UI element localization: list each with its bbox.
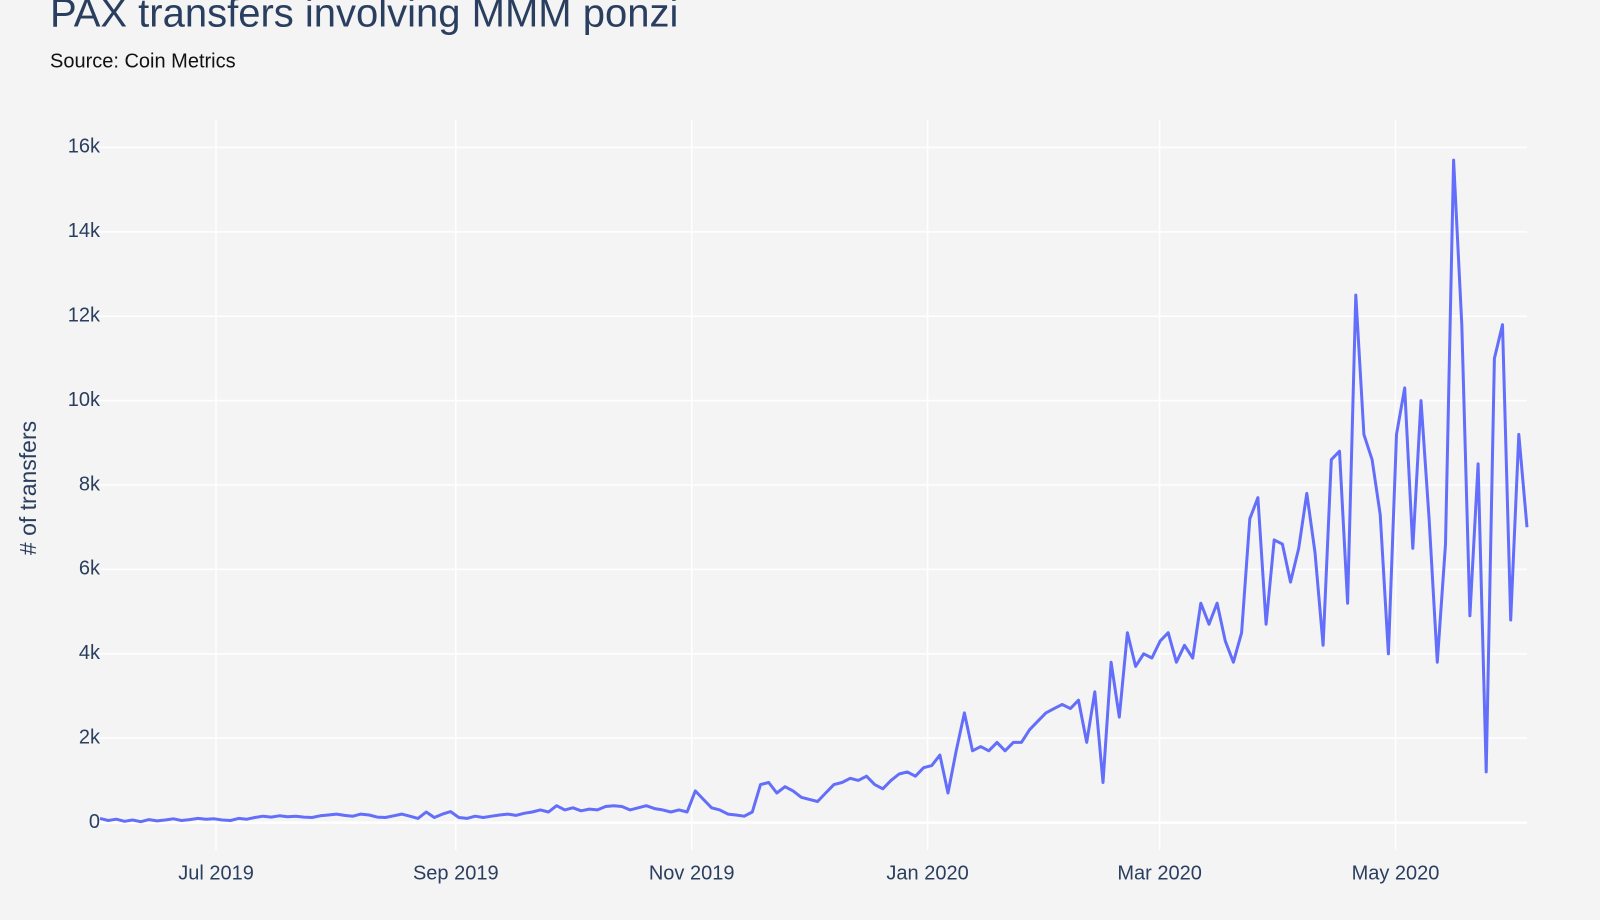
chart-title: PAX transfers involving MMM ponzi <box>50 0 678 36</box>
x-tick-label: Sep 2019 <box>413 862 499 884</box>
chart-subtitle: Source: Coin Metrics <box>50 50 236 72</box>
x-tick-label: Mar 2020 <box>1117 862 1202 884</box>
y-tick-label: 16k <box>68 136 101 158</box>
y-tick-label: 10k <box>68 389 101 411</box>
y-tick-label: 14k <box>68 220 101 242</box>
x-tick-label: Nov 2019 <box>649 862 735 884</box>
y-tick-label: 6k <box>79 558 101 580</box>
x-tick-label: May 2020 <box>1352 862 1440 884</box>
x-tick-label: Jan 2020 <box>886 862 968 884</box>
y-tick-label: 12k <box>68 304 101 326</box>
x-tick-label: Jul 2019 <box>178 862 254 884</box>
y-tick-label: 0 <box>89 811 100 833</box>
y-tick-label: 8k <box>79 473 101 495</box>
y-tick-label: 2k <box>79 726 101 748</box>
data-line <box>99 158 1529 824</box>
y-tick-label: 4k <box>79 642 101 664</box>
y-axis-label: # of transfers <box>15 421 41 555</box>
